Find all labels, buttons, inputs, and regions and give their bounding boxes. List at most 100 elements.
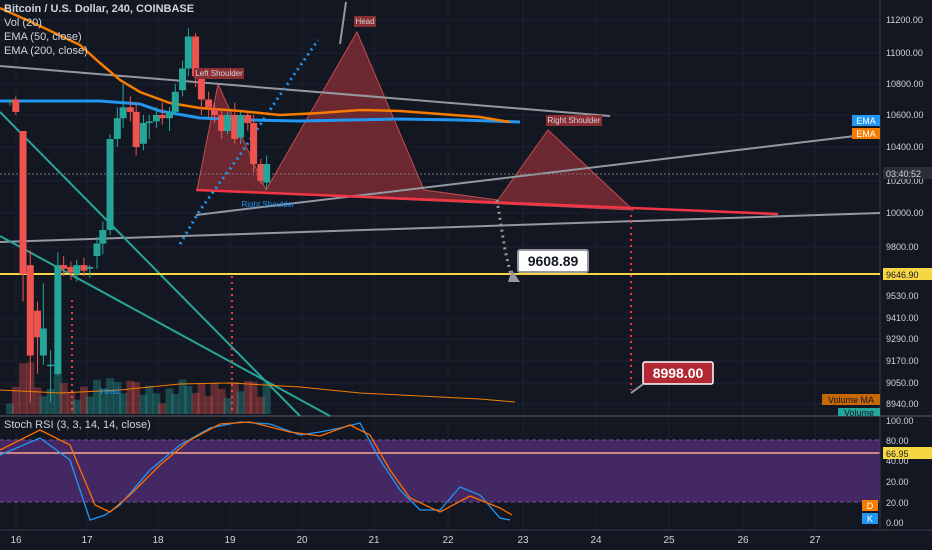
stoch-rsi-title[interactable]: Stoch RSI (3, 3, 14, 14, close) — [4, 419, 151, 431]
trendline-upper — [0, 65, 611, 117]
candle-body — [250, 123, 258, 164]
head-bottom-label: Head — [100, 387, 119, 396]
volume-bar — [217, 389, 226, 414]
volume-bar — [230, 382, 239, 414]
candle-body — [99, 230, 107, 244]
volume-bar — [126, 380, 135, 414]
chart-symbol-title: Bitcoin / U.S. Dollar, 240, COINBASE — [4, 3, 195, 15]
svg-text:20.00: 20.00 — [886, 477, 909, 487]
time-tick-label: 24 — [590, 535, 602, 546]
svg-text:80.00: 80.00 — [886, 436, 909, 446]
volume-bar — [204, 396, 213, 414]
volume-bar — [39, 396, 48, 414]
time-tick-label: 20 — [296, 535, 308, 546]
time-tick-label: 27 — [809, 535, 821, 546]
candle-body — [80, 265, 88, 271]
candle-body — [244, 115, 252, 123]
volume-bar — [26, 362, 35, 414]
svg-text:40.00: 40.00 — [886, 456, 909, 466]
vol-legend[interactable]: Vol (20) — [4, 17, 42, 29]
svg-text:100.00: 100.00 — [886, 416, 914, 426]
volume-bars — [6, 362, 271, 414]
price-tick-label: 9050.00 — [886, 378, 919, 388]
time-tick-label: 25 — [663, 535, 675, 546]
price-tick-label: 8940.00 — [886, 399, 919, 409]
price-tick-label: 10200.00 — [886, 176, 924, 186]
trendline-green-1 — [0, 111, 301, 417]
target1-label: 9608.89 — [528, 253, 579, 269]
candle-body — [218, 115, 226, 131]
candle-body — [210, 108, 218, 115]
target1-callout: 9608.89 — [508, 249, 589, 282]
candle-body — [205, 99, 213, 108]
candle-body — [145, 121, 153, 123]
head-top-label: Head — [355, 17, 374, 26]
candle-body — [139, 123, 147, 144]
countdown-tag: 03:40:52 — [886, 169, 921, 179]
candle-body — [119, 107, 127, 119]
price-tick-label: 10400.00 — [886, 142, 924, 152]
volume-bar — [93, 379, 101, 414]
volume-bar — [66, 391, 75, 414]
price-tick-label: 9530.00 — [886, 291, 919, 301]
volume-bar — [6, 403, 14, 414]
candle-body — [263, 164, 271, 183]
volume-bar — [249, 381, 258, 414]
price-tick-label: 9410.00 — [886, 313, 919, 323]
candle-body — [54, 265, 62, 374]
time-tick-label: 18 — [152, 535, 164, 546]
price-tick-label: 10600.00 — [886, 110, 924, 120]
volume-bar — [158, 403, 167, 414]
candle-body — [184, 36, 192, 69]
volume-bar — [59, 383, 68, 414]
time-tick-label: 16 — [10, 535, 22, 546]
candle-body — [126, 107, 134, 112]
ema50-legend[interactable]: EMA (50, close) — [4, 31, 82, 43]
candle-body — [152, 115, 160, 122]
candle-body — [12, 99, 20, 112]
candle-body — [19, 131, 27, 275]
svg-text:20.00: 20.00 — [886, 498, 909, 508]
volume-bar — [191, 393, 200, 414]
volume-bar — [11, 386, 20, 414]
ema200-legend[interactable]: EMA (200, close) — [4, 45, 88, 57]
target2-label: 8998.00 — [653, 365, 704, 381]
price-axis: 11200.00 11000.00 10800.00 10600.00 10400.00… — [886, 15, 924, 409]
svg-text:D: D — [867, 501, 874, 511]
price-tick-label: 10800.00 — [886, 79, 924, 89]
price-tick-label: 11200.00 — [886, 15, 923, 25]
price-tick-label: 11000.00 — [886, 48, 923, 58]
time-tick-label: 19 — [224, 535, 236, 546]
support-price-tag: 9646.90 — [886, 270, 919, 280]
target2-callout: 8998.00 — [630, 361, 714, 394]
volume-bar — [152, 393, 161, 414]
volume-bar — [165, 388, 174, 414]
candle-body — [73, 265, 81, 275]
ema-50-line — [0, 6, 511, 124]
candle-body — [93, 243, 101, 257]
price-tick-label: 9290.00 — [886, 334, 919, 344]
candle-body — [60, 265, 68, 269]
volume-ma-line — [0, 382, 516, 403]
volume-bar — [19, 363, 28, 414]
neckline — [195, 188, 779, 216]
volume-bar — [210, 382, 219, 414]
volume-bar — [178, 379, 187, 414]
candle-body — [86, 266, 94, 269]
candle-body — [237, 115, 245, 138]
candle-body — [34, 310, 42, 338]
candle-body — [166, 111, 173, 119]
price-tick-label: 9170.00 — [886, 356, 919, 366]
volume-bar — [184, 386, 193, 414]
candles — [6, 28, 271, 403]
time-tick-label: 23 — [517, 535, 529, 546]
candle-body — [192, 36, 200, 77]
volume-bar — [236, 391, 245, 414]
time-axis: 16 17 18 19 20 21 22 23 24 25 26 27 — [10, 535, 821, 546]
volume-bar — [171, 393, 180, 414]
volume-bar — [119, 393, 128, 414]
time-tick-label: 22 — [442, 535, 454, 546]
volume-bar — [132, 382, 141, 414]
price-tick-label: 10000.00 — [886, 208, 924, 218]
